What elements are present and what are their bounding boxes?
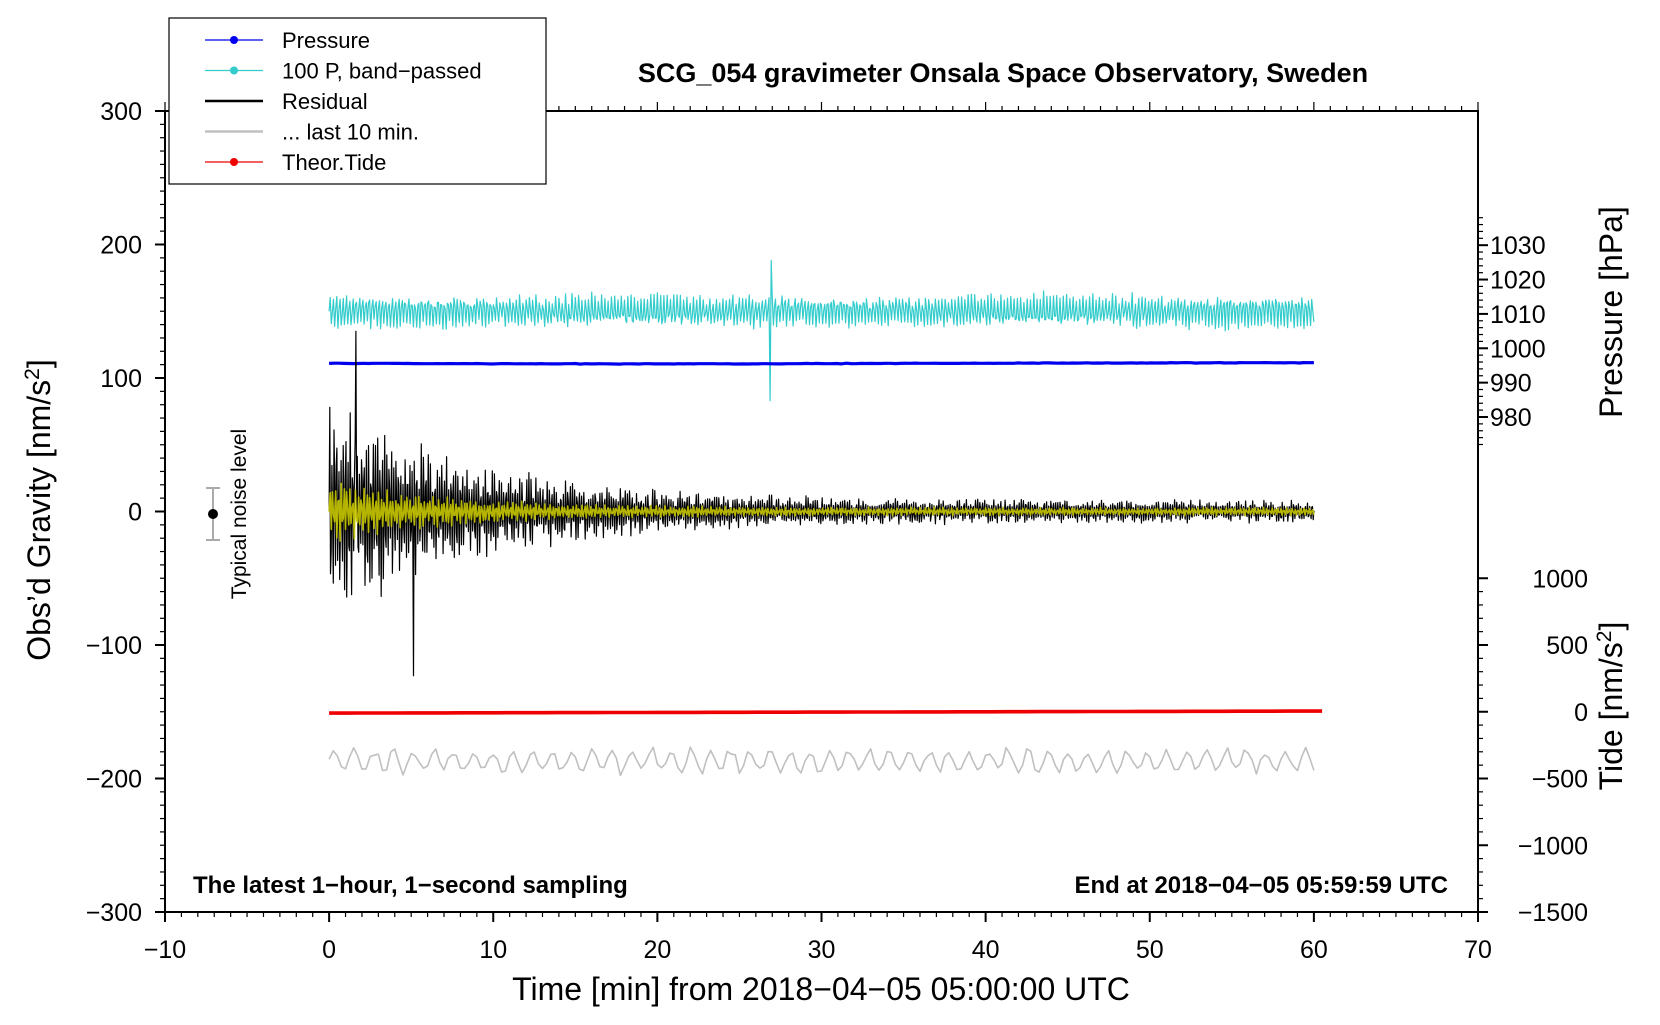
x-tick-label: 0 [322,936,336,964]
y-axis-title: Obs’d Gravity [nm/s2] [21,359,58,661]
last-10-min-line [328,746,1315,777]
tide-tick-label: 0 [1574,699,1588,727]
series-layer [328,259,1323,777]
note-right: End at 2018−04−05 05:59:59 UTC [1074,872,1448,899]
x-tick-label: 10 [479,936,507,964]
y-tick-label: 200 [100,232,142,260]
legend-marker [230,158,238,166]
pressure-tick-label: 1020 [1490,267,1546,295]
legend-label: Theor.Tide [282,150,386,175]
chart-title: SCG_054 gravimeter Onsala Space Observat… [638,58,1368,88]
tide-tick-label: −500 [1532,766,1588,794]
pressure-line [329,361,1314,366]
legend-items: Pressure 100 P, band−passed Residual ... la… [205,28,482,175]
residual-filtered-line [328,482,1315,542]
x-tick-label: 60 [1300,936,1328,964]
y-tick-label: 0 [128,499,142,527]
legend-marker [230,66,238,75]
y-tick-label: 100 [100,365,142,393]
x-axis-title: Time [min] from 2018−04−05 05:00:00 UTC [512,971,1130,1007]
pressure-tick-label: 1000 [1490,335,1546,363]
noise-level-label: Typical noise level [228,429,251,599]
note-left: The latest 1−hour, 1−second sampling [193,872,628,899]
axes-layer: −10 0 10 20 30 40 50 60 70−300−200−1000100200300… [86,98,1588,964]
tide-tick-label: 1000 [1532,565,1588,593]
legend-marker [230,36,238,44]
x-tick-label: 50 [1136,936,1164,964]
x-tick-label: 40 [972,936,1000,964]
tide-tick-label: 500 [1546,632,1588,660]
x-tick-label: 30 [808,936,836,964]
noise-level-indicator: Typical noise level [206,429,251,599]
x-tick-label: 70 [1464,936,1492,964]
x-tick-label: 20 [643,936,671,964]
tide-tick-label: −1000 [1518,832,1588,860]
legend-label: ... last 10 min. [282,120,419,145]
legend: Pressure 100 P, band−passed Residual ... la… [168,17,547,185]
theoretical-tide-line [329,709,1323,715]
legend-label: 100 P, band−passed [282,59,482,84]
pressure-axis-title: Pressure [hPa] [1593,206,1629,418]
y-tick-label: −200 [86,766,142,794]
y-tick-label: −300 [86,899,142,927]
bandpassed-pressure-line [328,259,1315,402]
y-tick-label: −100 [86,632,142,660]
legend-label: Pressure [282,28,370,53]
tide-axis-title: Tide [nm/s2] [1593,622,1630,791]
y-tick-label: 300 [100,98,142,126]
pressure-tick-label: 980 [1490,404,1532,432]
pressure-tick-label: 990 [1490,370,1532,398]
pressure-tick-label: 1030 [1490,232,1546,260]
pressure-tick-label: 1010 [1490,301,1546,329]
tide-tick-label: −1500 [1518,899,1588,927]
noise-level-dot [208,509,218,519]
legend-label: Residual [282,89,368,114]
x-tick-label: −10 [144,936,186,964]
